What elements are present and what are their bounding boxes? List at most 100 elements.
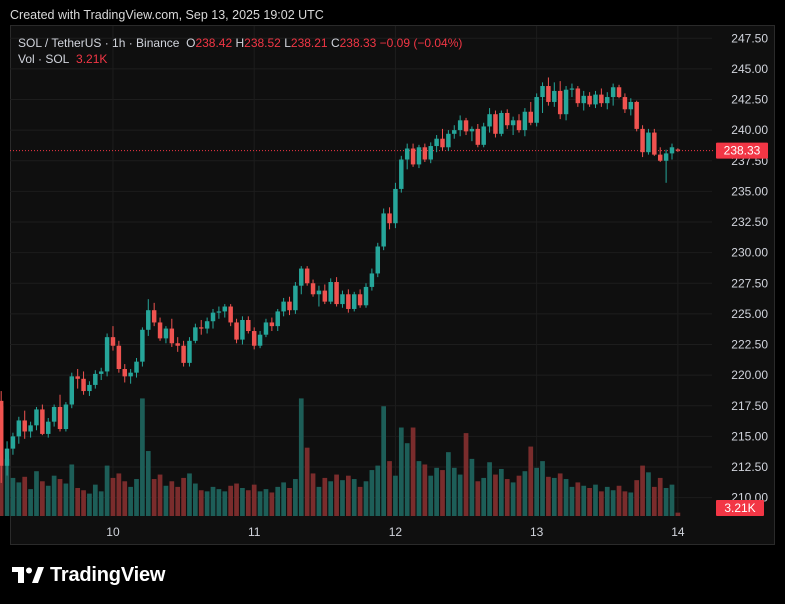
y-tick-label: 222.50 xyxy=(731,338,768,352)
low-value: 238.21 xyxy=(290,36,328,50)
volume-bar xyxy=(210,486,216,516)
volume-bar xyxy=(463,433,469,516)
volume-bar xyxy=(304,447,310,516)
candle-body xyxy=(357,294,363,306)
volume-bar xyxy=(675,512,681,516)
candle-body xyxy=(334,282,339,305)
candle-body xyxy=(634,101,639,129)
candle-body xyxy=(546,86,551,102)
volume-bar xyxy=(599,491,604,516)
volume-label[interactable]: Vol · SOL xyxy=(18,52,70,66)
volume-bar xyxy=(322,477,328,516)
volume-bar xyxy=(4,458,10,516)
open-label: O xyxy=(186,36,196,50)
candle-body xyxy=(422,147,428,160)
volume-bar xyxy=(569,486,575,516)
symbol-label[interactable]: SOL / TetherUS · 1h · Binance xyxy=(18,36,180,50)
volume-bar xyxy=(193,483,198,516)
volume-bar xyxy=(228,485,234,516)
candle-body xyxy=(493,114,498,134)
volume-bar xyxy=(428,475,434,516)
candle-body xyxy=(575,88,581,104)
volume-bar xyxy=(16,482,22,516)
x-tick-label: 12 xyxy=(389,525,403,539)
volume-bar xyxy=(393,475,398,516)
tradingview-logo-icon xyxy=(12,567,44,583)
current-price-badge xyxy=(716,142,768,159)
volume-bar xyxy=(169,481,175,516)
volume-bar xyxy=(510,482,516,516)
candle-body xyxy=(404,148,410,160)
candle-body xyxy=(640,128,645,153)
volume-bar xyxy=(457,474,463,516)
volume-bar xyxy=(128,486,133,516)
candle-body xyxy=(187,340,192,363)
low-label: L xyxy=(284,36,291,50)
volume-bar xyxy=(469,458,475,516)
volume-bar xyxy=(622,491,628,516)
candle-body xyxy=(193,327,198,341)
candle-body xyxy=(299,268,304,286)
volume-bar xyxy=(663,488,669,516)
y-tick-label: 232.50 xyxy=(731,215,768,229)
volume-bar xyxy=(669,484,675,516)
volume-bar xyxy=(387,461,392,516)
candle-body xyxy=(569,88,575,90)
volume-bar xyxy=(204,491,210,516)
candle-body xyxy=(87,384,92,392)
volume-bar xyxy=(275,486,281,516)
candle-body xyxy=(481,126,486,145)
volume-row: Vol · SOL 3.21K xyxy=(18,51,462,67)
volume-bar xyxy=(651,486,657,516)
candle-body xyxy=(563,89,569,115)
candle-body xyxy=(393,188,398,224)
volume-bar xyxy=(528,446,534,516)
volume-bar xyxy=(22,476,28,516)
volume-bar xyxy=(398,427,404,516)
chart-frame[interactable] xyxy=(10,25,775,545)
candle-body xyxy=(628,101,634,110)
volume-bar xyxy=(198,490,204,516)
volume-bar xyxy=(104,465,110,516)
candle-body xyxy=(440,138,445,148)
volume-bar xyxy=(551,477,557,516)
close-value: 238.33 xyxy=(339,36,377,50)
y-tick-label: 227.50 xyxy=(731,276,768,290)
candle-body xyxy=(222,306,228,312)
volume-bar xyxy=(540,461,545,516)
candle-body xyxy=(375,246,381,274)
candle-body xyxy=(263,322,269,335)
candle-body xyxy=(181,345,186,363)
candle-body xyxy=(234,322,239,340)
volume-bar xyxy=(10,477,16,516)
candle-body xyxy=(146,310,151,330)
y-tick-label: 212.50 xyxy=(731,460,768,474)
candle-body xyxy=(34,409,39,426)
candle-body xyxy=(128,372,133,377)
candle-body xyxy=(228,306,233,323)
candle-body xyxy=(452,130,457,134)
volume-bar xyxy=(281,482,286,516)
volume-bar xyxy=(140,398,145,516)
candle-body xyxy=(457,120,463,131)
volume-bar xyxy=(557,473,563,516)
volume-bar xyxy=(122,481,128,516)
candle-body xyxy=(463,120,469,132)
candle-body xyxy=(57,406,63,430)
candle-body xyxy=(552,90,557,102)
y-tick-label: 220.00 xyxy=(731,368,768,382)
volume-bar xyxy=(634,480,640,516)
volume-bar xyxy=(657,477,663,516)
volume-bar xyxy=(87,493,92,516)
volume-bar xyxy=(175,486,181,516)
tradingview-brand[interactable]: TradingView xyxy=(12,562,165,588)
volume-bar xyxy=(181,477,186,516)
candle-body xyxy=(22,420,27,432)
candle-body xyxy=(293,285,298,311)
candle-body xyxy=(81,378,86,392)
volume-bar xyxy=(310,473,316,516)
candle-body xyxy=(522,111,528,131)
candle-body xyxy=(387,213,392,224)
candle-body xyxy=(487,114,492,127)
